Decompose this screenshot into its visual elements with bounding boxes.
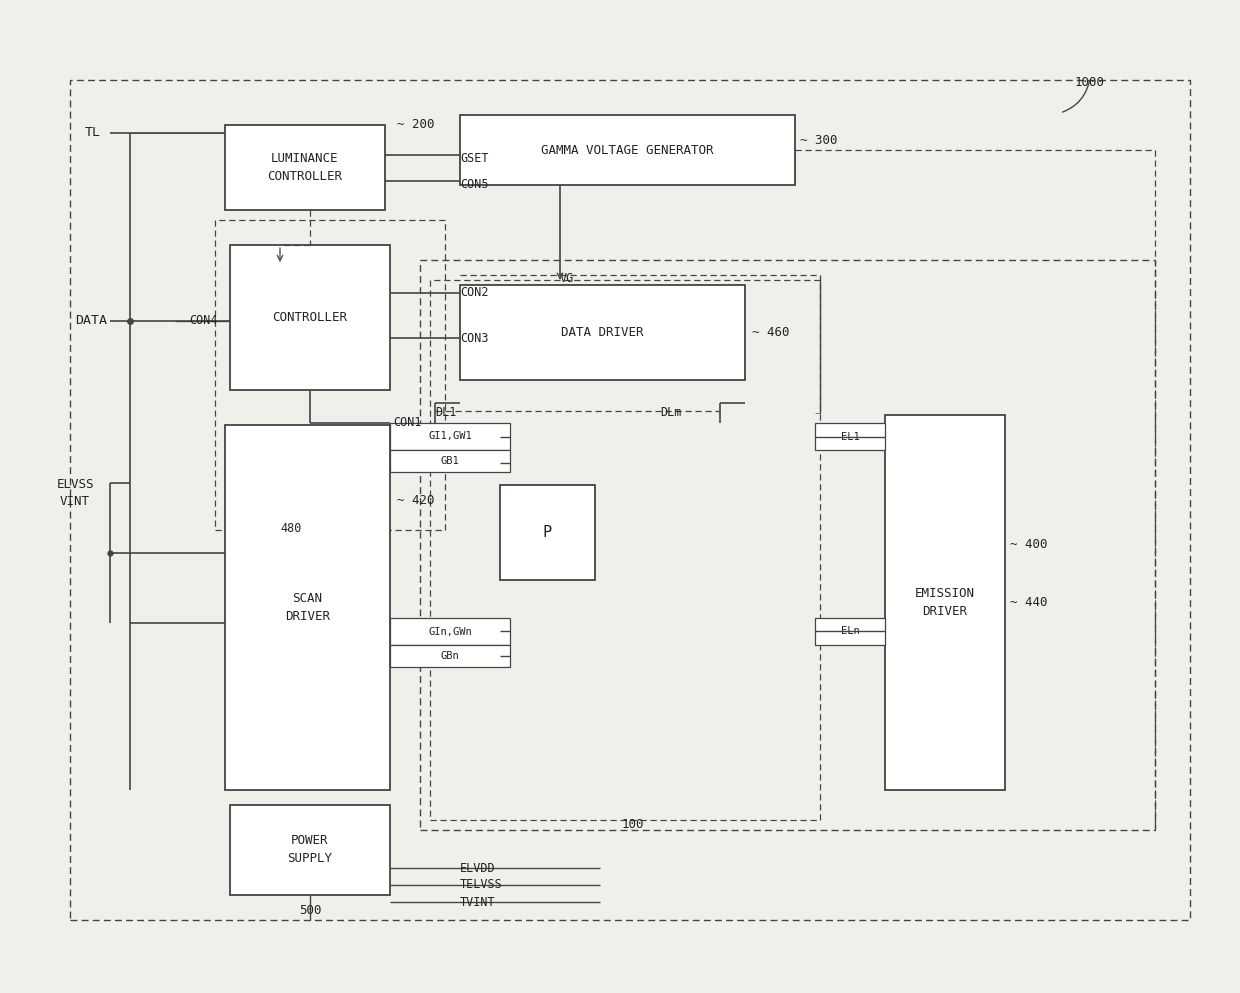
Text: 500: 500: [299, 905, 321, 918]
Text: POWER
SUPPLY: POWER SUPPLY: [288, 834, 332, 866]
Bar: [224, 425, 391, 790]
Text: ELVSS
VINT: ELVSS VINT: [56, 478, 94, 508]
Bar: [460, 285, 745, 380]
Text: DL1: DL1: [435, 406, 456, 419]
Text: 480: 480: [280, 521, 301, 534]
Text: GIn,GWn: GIn,GWn: [428, 627, 472, 637]
Text: ~ 200: ~ 200: [397, 118, 434, 131]
Text: ~ 440: ~ 440: [1011, 597, 1048, 610]
Bar: [229, 805, 391, 895]
Text: GB1: GB1: [440, 456, 459, 466]
Text: SCAN
DRIVER: SCAN DRIVER: [285, 592, 330, 623]
Text: TL: TL: [86, 126, 100, 139]
Text: DLm: DLm: [660, 406, 681, 419]
Text: CON4: CON4: [190, 315, 218, 328]
Bar: [215, 220, 445, 530]
Text: ~ 400: ~ 400: [1011, 538, 1048, 551]
Bar: [391, 618, 510, 645]
Text: CON5: CON5: [460, 179, 489, 192]
Text: GBn: GBn: [440, 651, 459, 661]
Bar: [224, 125, 384, 210]
Text: VG: VG: [560, 271, 574, 285]
Bar: [69, 80, 1190, 920]
Text: EMISSION
DRIVER: EMISSION DRIVER: [915, 587, 975, 618]
Text: DATA: DATA: [74, 315, 107, 328]
Text: DATA DRIVER: DATA DRIVER: [562, 326, 644, 339]
Text: ELn: ELn: [841, 627, 859, 637]
Text: ~ 300: ~ 300: [800, 134, 837, 148]
Bar: [815, 618, 885, 645]
Text: EL1: EL1: [841, 432, 859, 442]
Text: ~ 420: ~ 420: [397, 495, 434, 507]
Text: CON2: CON2: [460, 287, 489, 300]
Bar: [885, 415, 1004, 790]
Bar: [391, 645, 510, 667]
Bar: [500, 485, 595, 580]
Bar: [229, 245, 391, 390]
Bar: [391, 423, 510, 450]
Bar: [460, 115, 795, 185]
Bar: [430, 280, 820, 820]
Text: TELVSS: TELVSS: [460, 879, 502, 892]
Text: GI1,GW1: GI1,GW1: [428, 432, 472, 442]
Bar: [420, 260, 1154, 830]
Text: GAMMA VOLTAGE GENERATOR: GAMMA VOLTAGE GENERATOR: [541, 144, 714, 157]
Text: 100: 100: [622, 818, 645, 831]
Text: LUMINANCE
CONTROLLER: LUMINANCE CONTROLLER: [268, 152, 342, 183]
Bar: [815, 423, 885, 450]
Bar: [391, 450, 510, 472]
Text: P: P: [543, 525, 552, 540]
Text: CON1: CON1: [393, 416, 422, 430]
Text: GSET: GSET: [460, 152, 489, 165]
Text: ELVDD: ELVDD: [460, 862, 496, 875]
Text: CONTROLLER: CONTROLLER: [273, 311, 347, 324]
Text: 1000: 1000: [1075, 76, 1105, 89]
Text: TVINT: TVINT: [460, 896, 496, 909]
Text: ~ 460: ~ 460: [751, 327, 790, 340]
Text: CON3: CON3: [460, 332, 489, 345]
